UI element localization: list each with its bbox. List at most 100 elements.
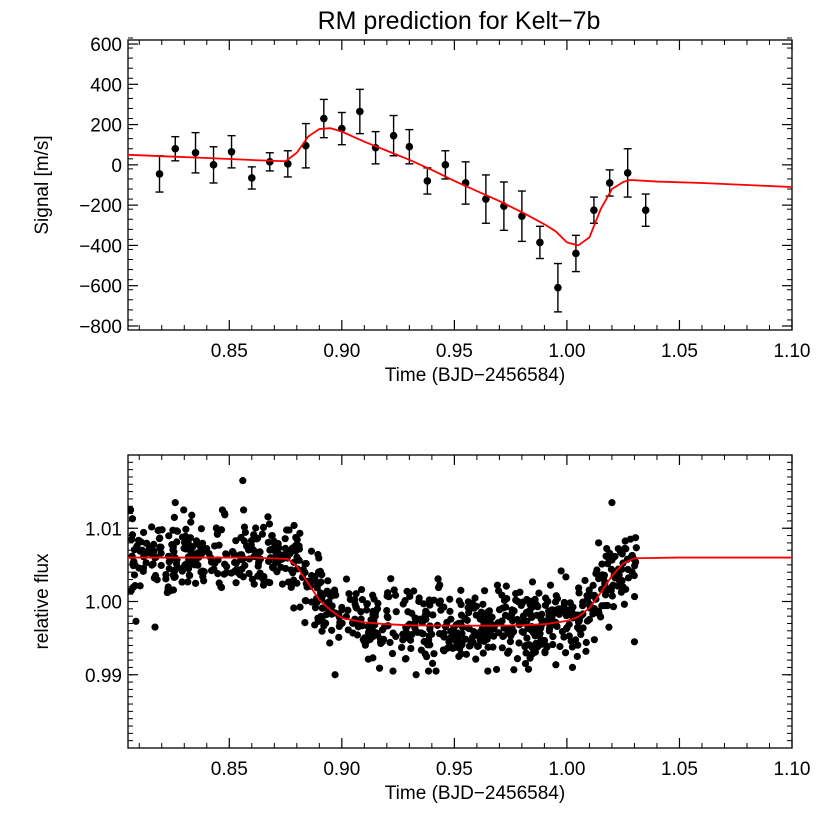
y-tick-label: 0.99 <box>85 666 122 687</box>
flux-point <box>456 644 464 653</box>
flux-point <box>408 609 416 617</box>
flux-point <box>185 571 193 579</box>
flux-point <box>165 532 173 540</box>
flux-point <box>441 623 450 631</box>
y-tick-label: 200 <box>90 116 122 137</box>
flux-point <box>374 599 382 607</box>
flux-point <box>389 667 397 675</box>
data-point <box>155 170 164 178</box>
flux-point <box>538 610 546 618</box>
flux-point <box>259 523 268 532</box>
flux-point <box>182 525 190 533</box>
flux-point <box>508 624 516 632</box>
flux-point <box>560 607 568 616</box>
flux-point <box>528 578 537 586</box>
flux-point <box>157 549 165 557</box>
flux-point <box>446 607 454 615</box>
flux-point <box>134 536 143 544</box>
y-axis-title: relative flux <box>32 553 53 650</box>
flux-point <box>492 665 501 674</box>
y-axis-title: Signal [m/s] <box>32 135 53 234</box>
flux-point <box>575 589 583 597</box>
data-point <box>536 238 544 247</box>
flux-point <box>342 575 351 583</box>
flux-point <box>611 552 619 561</box>
flux-point <box>180 506 188 514</box>
flux-point <box>609 581 617 589</box>
flux-point <box>217 526 226 534</box>
flux-point <box>428 630 436 638</box>
data-point <box>405 142 414 151</box>
flux-point <box>155 534 164 543</box>
flux-point <box>258 530 267 538</box>
flux-point <box>484 667 492 675</box>
flux-point <box>568 663 577 671</box>
flux-point <box>622 545 630 553</box>
flux-point <box>429 611 437 619</box>
flux-point <box>557 567 565 575</box>
flux-point <box>287 566 295 574</box>
flux-point <box>130 571 139 579</box>
flux-point <box>364 655 372 663</box>
flux-point <box>179 564 187 572</box>
data-point <box>590 206 598 214</box>
flux-point <box>501 611 510 619</box>
flux-point <box>402 655 410 663</box>
flux-point <box>164 585 172 593</box>
flux-point <box>477 608 485 616</box>
flux-point <box>246 545 254 553</box>
flux-point <box>508 610 516 618</box>
flux-point <box>606 549 614 557</box>
y-tick-label: −400 <box>79 236 122 257</box>
flux-point <box>622 585 630 593</box>
flux-point <box>362 606 371 614</box>
flux-point <box>331 671 339 679</box>
data-point <box>247 174 256 182</box>
flux-point <box>590 636 598 644</box>
flux-point <box>265 520 274 528</box>
flux-point <box>218 506 227 514</box>
flux-point <box>139 528 148 537</box>
flux-point <box>238 565 246 573</box>
flux-point <box>423 653 431 661</box>
flux-point <box>162 575 170 583</box>
flux-point <box>264 538 272 546</box>
model-curve <box>128 127 792 247</box>
flux-point <box>505 647 513 655</box>
flux-point <box>292 533 300 542</box>
flux-point <box>222 550 230 558</box>
flux-point <box>237 533 245 542</box>
data-point <box>209 161 218 169</box>
flux-point <box>211 559 219 567</box>
flux-point <box>156 543 164 551</box>
flux-point <box>603 601 612 610</box>
flux-point <box>184 578 192 586</box>
flux-point <box>523 617 531 625</box>
flux-point <box>165 558 173 566</box>
flux-point <box>318 627 326 635</box>
flux-point <box>519 628 527 637</box>
flux-point <box>262 578 270 586</box>
flux-point <box>632 544 640 552</box>
flux-point <box>136 582 144 590</box>
flux-point <box>521 659 530 668</box>
flux-point <box>363 600 371 608</box>
flux-point <box>526 654 534 662</box>
flux-point <box>313 598 321 607</box>
flux-point <box>165 565 173 573</box>
flux-point <box>523 634 531 642</box>
flux-point <box>378 626 387 634</box>
flux-point <box>410 587 418 595</box>
flux-point <box>524 665 533 673</box>
y-tick-label: 1.01 <box>85 519 122 540</box>
flux-point <box>215 541 223 549</box>
flux-point <box>607 565 615 573</box>
flux-point <box>543 643 551 651</box>
flux-point <box>284 551 293 559</box>
flux-point <box>335 633 343 641</box>
flux-point <box>239 573 248 581</box>
data-point <box>441 161 450 169</box>
flux-point <box>352 590 360 598</box>
data-point <box>623 169 632 177</box>
